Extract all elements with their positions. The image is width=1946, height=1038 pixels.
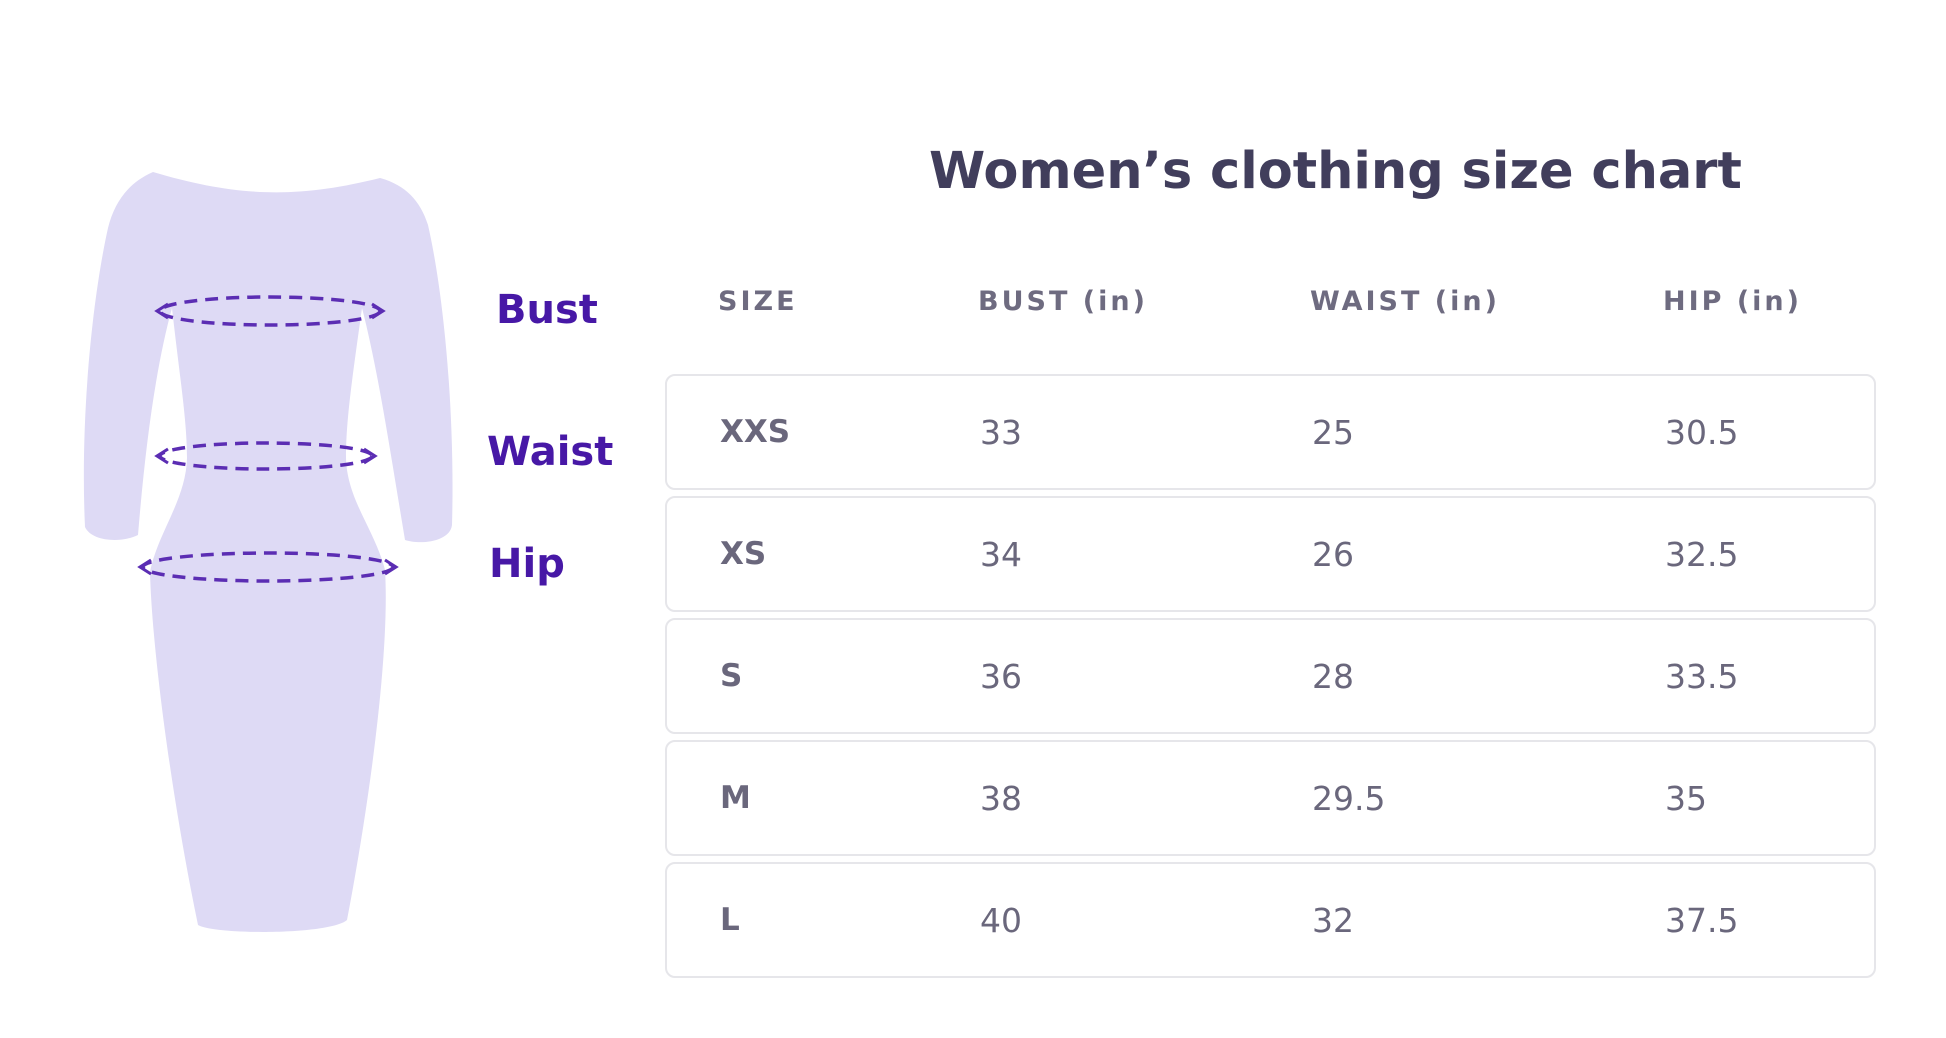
table-row-l: L 40 32 37.5 — [665, 862, 1876, 978]
waist-measure-ellipse — [154, 441, 378, 471]
waist-cell: 26 — [1312, 534, 1354, 574]
hip-cell: 37.5 — [1665, 900, 1739, 940]
hip-cell: 33.5 — [1665, 656, 1739, 696]
column-header-size: SIZE — [718, 286, 798, 317]
dress-illustration — [83, 172, 453, 932]
bust-cell: 34 — [980, 534, 1022, 574]
size-cell: M — [720, 780, 751, 816]
size-cell: L — [720, 902, 740, 938]
hip-cell: 35 — [1665, 778, 1707, 818]
table-row-m: M 38 29.5 35 — [665, 740, 1876, 856]
table-row-s: S 36 28 33.5 — [665, 618, 1876, 734]
bust-cell: 38 — [980, 778, 1022, 818]
waist-cell: 28 — [1312, 656, 1354, 696]
hip-measure-ellipse — [137, 551, 399, 583]
column-header-bust: BUST (in) — [978, 286, 1148, 317]
column-header-hip: HIP (in) — [1663, 286, 1802, 317]
size-cell: XXS — [720, 414, 791, 450]
bust-cell: 36 — [980, 656, 1022, 696]
hip-cell: 30.5 — [1665, 412, 1739, 452]
bust-cell: 40 — [980, 900, 1022, 940]
bust-measure-ellipse — [154, 295, 386, 327]
bust-label: Bust — [496, 287, 598, 333]
table-row-xs: XS 34 26 32.5 — [665, 496, 1876, 612]
waist-cell: 32 — [1312, 900, 1354, 940]
page-title: Women’s clothing size chart — [929, 142, 1742, 201]
table-row-xxs: XXS 33 25 30.5 — [665, 374, 1876, 490]
hip-cell: 32.5 — [1665, 534, 1739, 574]
size-cell: S — [720, 658, 743, 694]
size-table-header: SIZE BUST (in) WAIST (in) HIP (in) — [665, 286, 1876, 317]
bust-cell: 33 — [980, 412, 1022, 452]
hip-label: Hip — [489, 541, 565, 587]
size-cell: XS — [720, 536, 767, 572]
waist-label: Waist — [487, 429, 614, 475]
waist-cell: 29.5 — [1312, 778, 1386, 818]
size-table: XXS 33 25 30.5 XS 34 26 32.5 S 36 28 33.… — [665, 374, 1876, 984]
column-header-waist: WAIST (in) — [1310, 286, 1500, 317]
waist-cell: 25 — [1312, 412, 1354, 452]
